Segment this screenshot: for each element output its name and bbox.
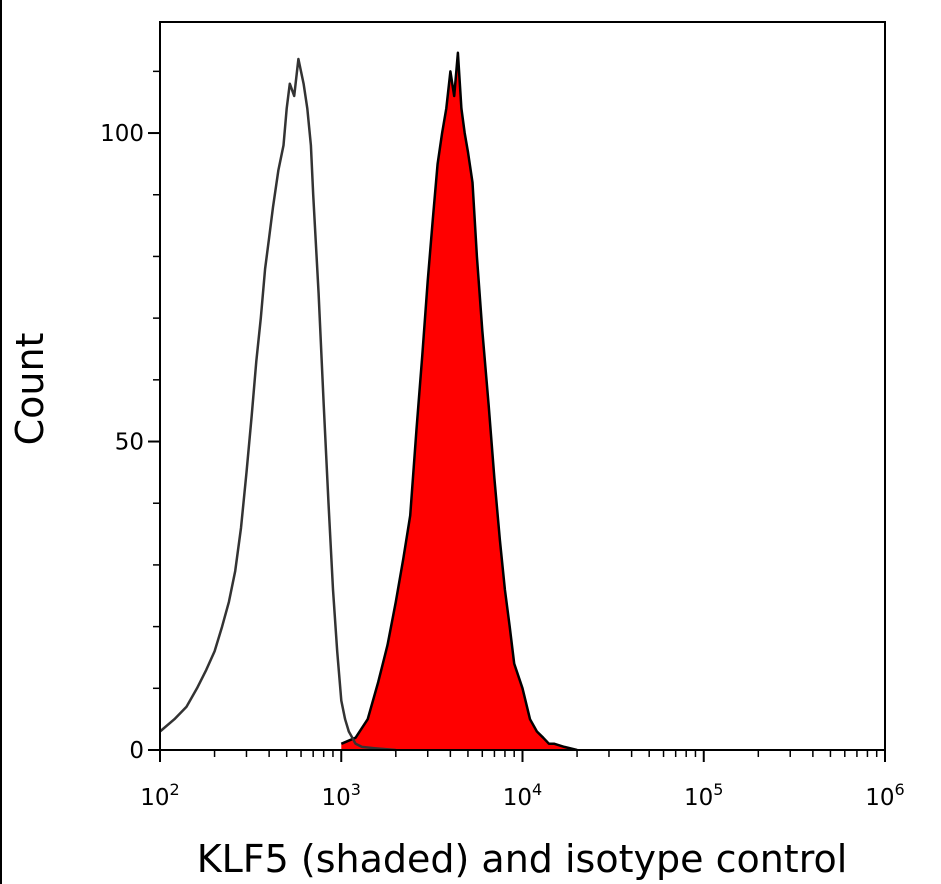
x-axis-title: KLF5 (shaded) and isotype control — [197, 837, 848, 881]
x-tick-label: 105 — [684, 780, 723, 811]
y-axis: 0 50 100 — [100, 70, 160, 764]
image-left-border — [0, 0, 2, 884]
x-tick-label: 102 — [140, 780, 179, 811]
series-klf5-area — [341, 52, 578, 751]
x-tick-label: 104 — [503, 780, 542, 811]
y-axis-title: Count — [8, 333, 52, 446]
series-isotype-control-line — [159, 57, 396, 752]
plot-background — [160, 22, 885, 750]
y-tick-label: 50 — [115, 430, 144, 456]
series-layer — [159, 51, 578, 752]
series-klf5-line — [340, 51, 578, 752]
plot-area — [159, 21, 886, 752]
x-tick-label: 103 — [322, 780, 361, 811]
y-tick-label: 100 — [100, 121, 144, 147]
x-axis: 102 103 104 105 106 — [140, 750, 905, 811]
x-tick-label: 106 — [865, 780, 904, 811]
y-tick-label: 0 — [129, 738, 144, 764]
